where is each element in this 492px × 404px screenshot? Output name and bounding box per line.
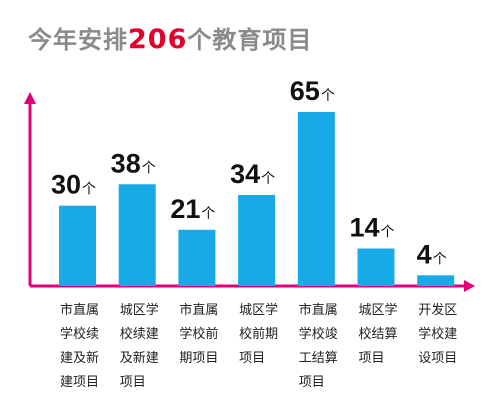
value-number: 65 [290,76,320,106]
bar [118,184,156,286]
category-label-line: 学校前 [179,326,218,342]
value-number: 34 [230,159,260,189]
category-label-line: 校结算 [359,326,398,342]
category-label-line: 项目 [239,351,265,366]
category-label-line: 市直属 [60,302,99,318]
value-label: 65个 [290,76,335,106]
category-label-line: 项目 [299,375,325,390]
y-axis-arrow [24,92,36,104]
title-prefix: 今年安排 [28,26,128,54]
value-unit: 个 [261,171,275,187]
category-label-line: 市直属 [299,302,338,318]
title-suffix: 个教育项目 [187,26,313,54]
title-highlight-number: 206 [128,24,188,55]
category-label-line: 工结算 [299,351,338,366]
category-label-line: 市直属 [179,302,218,318]
category-label: 市直属学校续建及新建项目 [60,302,99,390]
value-number: 30 [51,170,81,200]
category-label: 市直属学校竣工结算项目 [299,302,338,390]
category-label-line: 建及新 [60,350,99,366]
category-label-line: 学校竣 [299,326,338,342]
category-label: 市直属学校前期项目 [179,302,218,366]
category-labels-group: 市直属学校续建及新建项目城区学校续建及新建项目市直属学校前期项目城区学校前期项目… [60,302,457,390]
value-unit: 个 [381,225,395,241]
value-unit: 个 [321,88,335,104]
category-label: 城区学校结算项目 [359,302,398,366]
category-label-line: 项目 [359,351,385,366]
bar [59,205,96,286]
value-label: 34个 [230,159,275,189]
category-label: 城区学校续建及新建项目 [120,302,159,390]
category-label-line: 学校续 [60,326,99,342]
value-label: 38个 [111,148,156,178]
value-unit: 个 [433,251,447,267]
x-axis-arrow [464,280,475,292]
category-label: 开发区学校建设项目 [418,302,457,366]
category-label-line: 项目 [120,375,146,390]
value-unit: 个 [201,206,215,222]
bar [297,112,335,286]
category-label-line: 建项目 [60,375,99,390]
value-label: 4个 [417,239,447,269]
bar [238,194,276,286]
bar [178,229,216,286]
value-number: 21 [170,194,200,224]
category-label-line: 城区学 [359,302,398,318]
value-unit: 个 [82,182,96,198]
value-number: 38 [111,148,141,178]
chart-title: 今年安排206个教育项目 [28,20,312,55]
category-label-line: 期项目 [179,351,218,366]
value-label: 30个 [51,170,96,200]
category-label-line: 开发区 [418,302,457,318]
category-label-line: 校续建 [120,326,159,342]
category-label-line: 设项目 [418,351,457,366]
category-label-line: 校前期 [239,326,278,342]
category-label-line: 城区学 [120,302,159,318]
value-number: 14 [349,213,379,243]
bar [417,275,455,286]
category-label-line: 学校建 [418,326,457,342]
value-number: 4 [417,239,432,269]
value-unit: 个 [142,160,156,176]
category-label: 城区学校前期项目 [239,302,278,366]
bars-group [59,112,455,286]
category-label-line: 城区学 [239,302,278,318]
value-label: 21个 [170,194,215,224]
category-label-line: 及新建 [120,350,159,366]
bar [357,248,395,286]
value-label: 14个 [349,213,394,243]
